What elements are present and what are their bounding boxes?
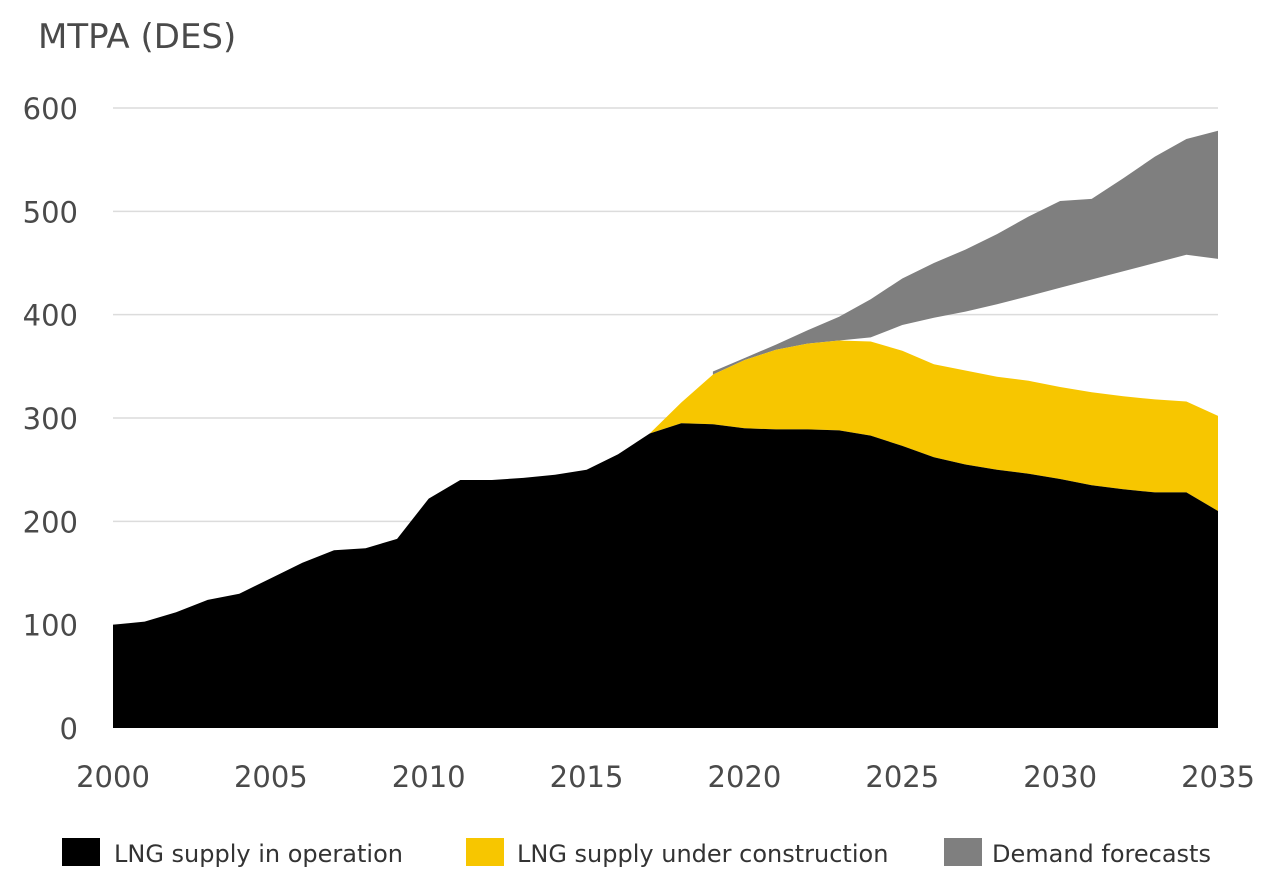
legend-label: LNG supply under construction bbox=[517, 840, 888, 868]
legend-swatch bbox=[62, 838, 100, 866]
series-area-in-operation bbox=[113, 423, 1218, 728]
x-tick-label: 2035 bbox=[1181, 760, 1255, 794]
x-tick-label: 2010 bbox=[392, 760, 466, 794]
series-area-demand-forecasts bbox=[712, 130, 1218, 375]
y-axis-title: MTPA (DES) bbox=[38, 17, 236, 57]
y-tick-label: 100 bbox=[23, 609, 78, 643]
x-tick-label: 2030 bbox=[1023, 760, 1097, 794]
series-area-under-construction bbox=[649, 340, 1218, 511]
legend-swatch bbox=[944, 838, 982, 866]
y-tick-label: 200 bbox=[23, 505, 78, 539]
legend-label: Demand forecasts bbox=[992, 840, 1211, 868]
x-tick-label: 2015 bbox=[550, 760, 624, 794]
y-tick-label: 600 bbox=[23, 92, 78, 126]
legend: LNG supply in operation LNG supply under … bbox=[62, 838, 1211, 868]
y-axis-ticks: 0 100 200 300 400 500 600 bbox=[23, 92, 78, 746]
x-tick-label: 2025 bbox=[865, 760, 939, 794]
x-tick-label: 2005 bbox=[234, 760, 308, 794]
x-tick-label: 2020 bbox=[708, 760, 782, 794]
x-axis-ticks: 2000 2005 2010 2015 2020 2025 2030 2035 bbox=[76, 760, 1255, 794]
legend-swatch bbox=[466, 838, 504, 866]
legend-label: LNG supply in operation bbox=[114, 840, 403, 868]
y-tick-label: 300 bbox=[23, 402, 78, 436]
y-tick-label: 400 bbox=[23, 299, 78, 333]
area-series bbox=[113, 130, 1218, 728]
y-tick-label: 0 bbox=[60, 712, 78, 746]
y-tick-label: 500 bbox=[23, 195, 78, 229]
x-tick-label: 2000 bbox=[76, 760, 150, 794]
